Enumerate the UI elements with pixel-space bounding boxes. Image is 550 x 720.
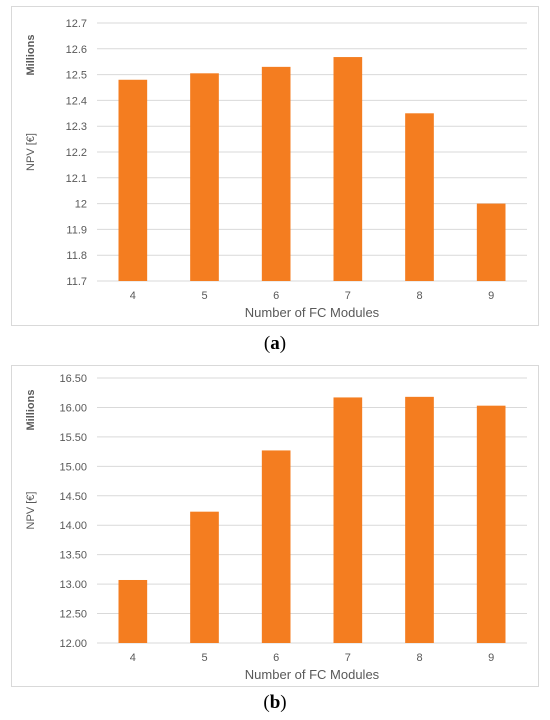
bar-9 (476, 405, 506, 643)
panel-b-close: ) (280, 692, 287, 713)
y-tick-label: 11.8 (66, 250, 87, 262)
x-tick-label: 5 (201, 290, 207, 302)
y-tick-label: 12.5 (66, 70, 87, 82)
y-tick-label: 15.50 (59, 432, 87, 444)
bar-5 (190, 511, 219, 643)
x-tick-label: 9 (488, 652, 494, 664)
bar-7 (333, 57, 363, 281)
y-tick-label: 12.2 (66, 147, 87, 159)
y-tick-label: 12.50 (59, 609, 87, 621)
chart-b: 12.00 12.50 13.00 13.50 14.00 14.50 15.00 15.50… (25, 373, 527, 682)
bar-6 (261, 66, 291, 281)
y-tick-label: 16.00 (59, 402, 87, 414)
chart-a: 11.7 11.8 11.9 12 12.1 12.2 12.3 12.4 12.5 12.6 12… (25, 18, 527, 320)
x-tick-label: 5 (201, 652, 207, 664)
y-tick-label: 12.6 (66, 44, 87, 56)
x-axis-title: Number of FC Modules (245, 667, 380, 682)
bar-8 (405, 113, 434, 281)
chart-b-frame: 12.00 12.50 13.00 13.50 14.00 14.50 15.00 15.50… (11, 365, 539, 687)
y-axis-title: NPV [€] (25, 492, 37, 530)
y-tick-label: 12 (75, 199, 87, 211)
units-label: Millions (25, 35, 37, 76)
panel-b-caption: (b) (0, 692, 550, 714)
x-tick-label: 8 (416, 652, 422, 664)
y-tick-label: 13.50 (59, 550, 87, 562)
panel-b-letter: b (269, 692, 281, 713)
x-tick-label: 6 (273, 290, 279, 302)
y-tick-label: 12.4 (66, 95, 87, 107)
chart-a-frame: 11.7 11.8 11.9 12 12.1 12.2 12.3 12.4 12.5 12.6 12… (11, 6, 539, 326)
y-tick-label: 13.00 (59, 579, 87, 591)
bar-8 (405, 396, 434, 643)
x-tick-label: 9 (488, 290, 494, 302)
y-tick-label: 15.00 (59, 461, 87, 473)
x-tick-label: 4 (130, 290, 136, 302)
x-tick-label: 7 (345, 652, 351, 664)
x-tick-label: 8 (416, 290, 422, 302)
units-label: Millions (25, 390, 37, 431)
bar-4 (118, 579, 148, 643)
y-tick-label: 12.1 (66, 173, 87, 185)
y-axis-title: NPV [€] (25, 133, 37, 171)
panel-a-close: ) (279, 333, 287, 354)
panel-a-letter: a (270, 333, 280, 354)
panel-b-open: ( (263, 692, 270, 713)
y-tick-label: 11.7 (66, 276, 87, 288)
bar-5 (190, 73, 219, 281)
x-tick-label: 6 (273, 652, 279, 664)
y-tick-label: 14.00 (59, 520, 87, 532)
panel-a-caption: (a) (0, 333, 550, 355)
y-tick-label: 11.9 (66, 224, 87, 236)
x-axis-title: Number of FC Modules (245, 305, 380, 320)
y-tick-label: 14.50 (59, 491, 87, 503)
y-tick-label: 12.7 (66, 18, 87, 30)
bar-7 (333, 397, 363, 643)
y-tick-label: 16.50 (59, 373, 87, 385)
x-tick-label: 4 (130, 652, 136, 664)
bar-9 (476, 203, 506, 281)
bar-6 (261, 450, 291, 643)
panel-a-open: ( (263, 333, 271, 354)
y-tick-label: 12.00 (59, 638, 87, 650)
x-tick-label: 7 (345, 290, 351, 302)
bar-4 (118, 79, 148, 281)
y-tick-label: 12.3 (66, 121, 87, 133)
